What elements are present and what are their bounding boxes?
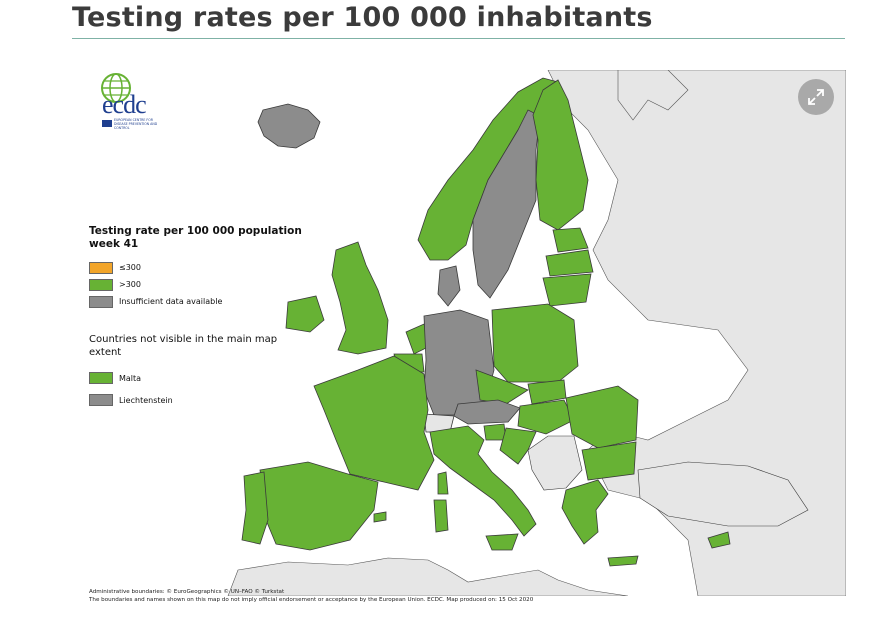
expand-icon [808,89,824,105]
legend-item: Insufficient data available [89,293,309,310]
footer-disclaimer: The boundaries and names shown on this m… [89,597,534,604]
map-area[interactable] [88,70,846,596]
map-country-france[interactable] [313,355,435,491]
map-country-austria[interactable] [453,399,521,425]
map-country-latvia[interactable] [545,249,594,277]
map-country-italy[interactable] [429,425,537,537]
legend-label: Insufficient data available [119,297,223,306]
logo-wordmark: ecdc [102,90,147,119]
map-country-hungary[interactable] [517,399,575,435]
map-country-croatia[interactable] [499,427,537,465]
map-island-sicily[interactable] [485,533,519,551]
title-divider [72,38,845,39]
europe-map[interactable] [88,70,846,596]
legend-title: Testing rate per 100 000 population week… [89,225,302,250]
legend-item: Malta [89,367,309,389]
map-island-corsica[interactable] [437,471,449,495]
map-footer: Administrative boundaries: © EuroGeograp… [89,588,533,604]
eu-flag-icon [102,120,112,127]
map-country-estonia[interactable] [552,227,589,253]
map-country-sweden[interactable] [472,109,541,299]
map-country-slovenia[interactable] [483,423,507,441]
map-region-russia-north [617,70,689,121]
map-country-lithuania[interactable] [542,273,592,307]
map-island-balearics[interactable] [373,511,387,523]
map-country-czechia[interactable] [475,369,529,405]
legend-label: >300 [119,280,141,289]
map-island-sardinia[interactable] [433,499,449,533]
map-country-denmark[interactable] [437,265,461,307]
globe-icon [101,73,131,103]
legend-label: ≤300 [119,263,141,272]
expand-map-button[interactable] [798,79,834,115]
map-legend: Testing rate per 100 000 population week… [89,225,309,310]
map-country-turkey [637,461,809,527]
legend-swatch-below [89,261,113,274]
map-country-romania[interactable] [565,385,639,449]
map-country-portugal[interactable] [241,471,269,545]
legend-swatch-insufficient [89,295,113,308]
map-region-north-africa [227,557,629,596]
legend-label: Liechtenstein [119,395,173,405]
legend-label: Malta [119,373,142,383]
legend-item: ≤300 [89,259,309,276]
map-region-balkans [527,435,583,491]
map-island-crete[interactable] [607,555,639,567]
map-country-uk[interactable] [331,241,389,355]
map-country-spain[interactable] [259,461,379,551]
map-country-poland[interactable] [491,303,579,383]
map-country-iceland[interactable] [257,103,321,149]
map-country-finland[interactable] [532,79,589,231]
legend-swatch-above [89,278,113,291]
map-country-bulgaria[interactable] [581,441,637,481]
map-country-ireland[interactable] [285,295,325,333]
legend-swatch-liechtenstein [89,394,113,406]
ecdc-logo: ecdc EUROPEAN CENTRE FOR DISEASE PREVENT… [90,72,170,138]
not-visible-title: Countries not visible in the main map ex… [89,334,278,358]
logo-subtitle: EUROPEAN CENTRE FOR DISEASE PREVENTION A… [114,118,158,130]
legend-item: Liechtenstein [89,389,309,411]
legend-item: >300 [89,276,309,293]
legend-swatch-malta [89,372,113,384]
map-country-cyprus[interactable] [707,531,731,549]
page-title: Testing rates per 100 000 inhabitants [72,2,653,33]
not-visible-legend: Countries not visible in the main map ex… [89,333,309,411]
footer-boundaries: Administrative boundaries: © EuroGeograp… [89,589,285,595]
map-country-greece[interactable] [561,479,609,545]
